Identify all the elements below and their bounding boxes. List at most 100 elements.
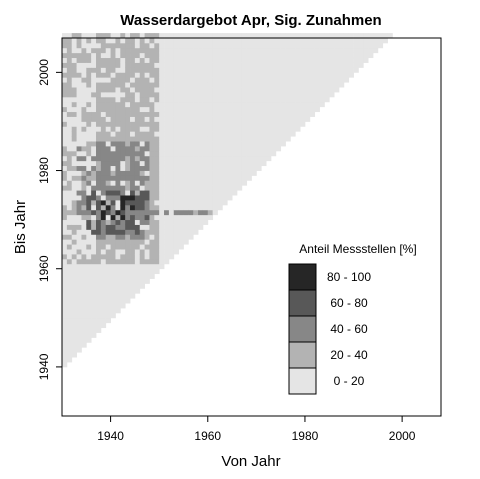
heatmap-cell bbox=[261, 106, 267, 113]
heatmap-cell bbox=[125, 47, 131, 54]
heatmap-cell bbox=[120, 150, 126, 157]
heatmap-cell bbox=[309, 111, 316, 117]
heatmap-cell bbox=[159, 258, 165, 265]
legend-title: Anteil Messstellen [%] bbox=[299, 242, 416, 256]
heatmap-cell bbox=[130, 33, 136, 39]
heatmap-cell bbox=[100, 72, 107, 78]
heatmap-cell bbox=[256, 87, 262, 93]
heatmap-cell bbox=[280, 72, 286, 78]
heatmap-cell bbox=[76, 312, 82, 319]
heatmap-cell bbox=[168, 175, 175, 181]
heatmap-cell bbox=[134, 96, 141, 103]
heatmap-cell bbox=[66, 317, 73, 324]
heatmap-cell bbox=[270, 121, 277, 127]
heatmap-cell bbox=[348, 67, 354, 73]
heatmap-cell bbox=[91, 317, 97, 324]
heatmap-cell bbox=[164, 185, 170, 191]
heatmap-cell bbox=[217, 52, 223, 59]
heatmap-cell bbox=[183, 77, 189, 83]
heatmap-cell bbox=[66, 52, 73, 59]
heatmap-cell bbox=[115, 131, 121, 137]
heatmap-cell bbox=[71, 352, 77, 358]
heatmap-cell bbox=[76, 150, 82, 157]
heatmap-cell bbox=[100, 258, 107, 265]
heatmap-cell bbox=[353, 57, 359, 63]
heatmap-cell bbox=[120, 72, 126, 78]
heatmap-cell bbox=[71, 126, 77, 132]
heatmap-cell bbox=[188, 42, 194, 49]
heatmap-cell bbox=[134, 229, 141, 235]
heatmap-cell bbox=[217, 42, 223, 49]
heatmap-cell bbox=[227, 190, 233, 196]
heatmap-cell bbox=[139, 67, 145, 73]
heatmap-cell bbox=[154, 82, 160, 88]
heatmap-cell bbox=[139, 57, 145, 63]
heatmap-cell bbox=[241, 33, 248, 39]
heatmap-cell bbox=[120, 219, 126, 225]
heatmap-cell bbox=[91, 101, 97, 108]
heatmap-cell bbox=[212, 33, 218, 39]
heatmap-cell bbox=[110, 258, 116, 265]
heatmap-cell bbox=[120, 283, 126, 289]
heatmap-cell bbox=[236, 136, 243, 142]
heatmap-cell bbox=[212, 101, 218, 108]
heatmap-cell bbox=[139, 160, 145, 167]
heatmap-cell bbox=[212, 111, 218, 117]
heatmap-cell bbox=[280, 67, 286, 73]
heatmap-cell bbox=[62, 293, 68, 299]
heatmap-cell bbox=[222, 170, 228, 176]
heatmap-cell bbox=[183, 204, 189, 211]
heatmap-cell bbox=[348, 57, 354, 63]
heatmap-cell bbox=[154, 106, 160, 113]
heatmap-cell bbox=[173, 239, 180, 245]
heatmap-cell bbox=[105, 121, 111, 127]
heatmap-cell bbox=[115, 185, 121, 191]
heatmap-cell bbox=[110, 209, 116, 216]
heatmap-cell bbox=[130, 200, 136, 206]
heatmap-cell bbox=[222, 131, 228, 137]
heatmap-cell bbox=[168, 229, 175, 235]
heatmap-cell bbox=[134, 131, 141, 137]
heatmap-cell bbox=[96, 268, 102, 275]
heatmap-cell bbox=[96, 200, 102, 206]
heatmap-cell bbox=[183, 214, 189, 221]
heatmap-cell bbox=[198, 180, 204, 186]
heatmap-cell bbox=[96, 249, 102, 255]
heatmap-cell bbox=[256, 111, 262, 117]
heatmap-cell bbox=[183, 126, 189, 132]
heatmap-cell bbox=[105, 62, 111, 68]
heatmap-cell bbox=[188, 47, 194, 54]
heatmap-cell bbox=[168, 62, 175, 68]
heatmap-cell bbox=[251, 101, 257, 108]
heatmap-cell bbox=[149, 38, 155, 44]
heatmap-cell bbox=[134, 258, 141, 265]
heatmap-cell bbox=[125, 116, 131, 122]
heatmap-cell bbox=[105, 47, 111, 54]
heatmap-cell bbox=[130, 131, 136, 137]
heatmap-cell bbox=[309, 52, 316, 59]
heatmap-cell bbox=[139, 47, 145, 54]
heatmap-cell bbox=[62, 146, 68, 152]
heatmap-cell bbox=[125, 121, 131, 127]
heatmap-cell bbox=[198, 106, 204, 113]
heatmap-cell bbox=[300, 82, 306, 88]
heatmap-cell bbox=[115, 87, 121, 93]
heatmap-cell bbox=[105, 87, 111, 93]
heatmap-cell bbox=[236, 82, 243, 88]
heatmap-cell bbox=[149, 47, 155, 54]
heatmap-cell bbox=[91, 293, 97, 299]
heatmap-cell bbox=[81, 141, 87, 147]
heatmap-cell bbox=[76, 229, 82, 235]
heatmap-cell bbox=[134, 121, 141, 127]
heatmap-cell bbox=[319, 101, 325, 108]
heatmap-cell bbox=[202, 155, 209, 162]
heatmap-cell bbox=[212, 185, 218, 191]
heatmap-cell bbox=[207, 131, 214, 137]
heatmap-cell bbox=[241, 160, 248, 167]
heatmap-cell bbox=[198, 160, 204, 167]
heatmap-cell bbox=[280, 136, 286, 142]
heatmap-cell bbox=[115, 52, 121, 59]
heatmap-cell bbox=[100, 268, 107, 275]
heatmap-cell bbox=[144, 155, 150, 162]
heatmap-cell bbox=[91, 278, 97, 284]
